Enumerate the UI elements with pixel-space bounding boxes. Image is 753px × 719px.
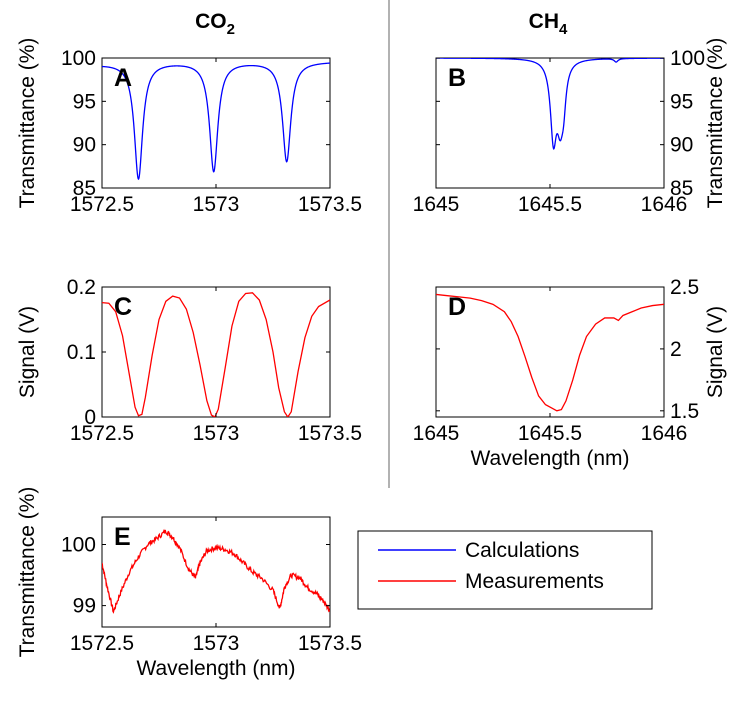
panel-letter: E: [114, 523, 131, 551]
panel-e-co2-measured-transmittance: 1572.5 1573 1573.5 99 100 Transmittance (%) Wa…: [16, 487, 362, 680]
y-tick-label: 100: [670, 47, 705, 70]
column-title-co2: CO2: [195, 10, 235, 38]
x-axis-label: Wavelength (nm): [136, 657, 295, 680]
panel-letter: B: [448, 64, 466, 92]
plot-frame: [101, 57, 331, 189]
series-line-0: [102, 62, 330, 181]
legend-box: [357, 530, 653, 610]
x-tick-label: 1645: [413, 422, 460, 445]
series-line-0: [436, 58, 664, 150]
y-tick-label: 0.1: [67, 341, 96, 364]
plot-frame: [435, 286, 665, 418]
x-tick-label: 1645.5: [518, 193, 582, 216]
series-line-0: [102, 292, 330, 417]
x-tick-label: 1645: [413, 193, 460, 216]
x-tick-label: 1572.5: [70, 422, 134, 445]
y-axis-label: Transmittance (%): [16, 38, 39, 209]
x-tick-label: 1572.5: [70, 193, 134, 216]
y-tick-label: 0: [84, 406, 96, 429]
y-tick-label: 0.2: [67, 276, 96, 299]
legend-label-calculations: Calculations: [465, 539, 579, 562]
panel-letter: C: [114, 293, 132, 321]
panel-letter: A: [114, 64, 132, 92]
y-axis-label: Signal (V): [16, 306, 39, 398]
x-tick-label: 1573.5: [298, 193, 362, 216]
column-title-ch4: CH4: [529, 10, 568, 38]
y-tick-label: 90: [670, 134, 693, 157]
y-tick-label: 85: [73, 177, 96, 200]
x-tick-label: 1645.5: [518, 422, 582, 445]
x-tick-label: 1573: [193, 422, 240, 445]
series-line-0: [436, 293, 664, 412]
y-axis-label: Transmittance (%): [16, 487, 39, 658]
y-tick-label: 85: [670, 177, 693, 200]
x-tick-label: 1572.5: [70, 632, 134, 655]
y-tick-label: 90: [73, 134, 96, 157]
plot-frame: [101, 516, 331, 628]
x-tick-label: 1573: [193, 193, 240, 216]
legend-label-measurements: Measurements: [465, 570, 604, 593]
y-tick-label: 100: [61, 534, 96, 557]
legend: Calculations Measurements: [357, 530, 653, 610]
y-tick-label: 1.5: [670, 400, 699, 423]
x-tick-label: 1573.5: [298, 422, 362, 445]
plot-frame: [101, 286, 331, 418]
y-tick-label: 99: [73, 595, 96, 618]
y-axis-label: Transmittance (%): [704, 38, 727, 209]
y-tick-label: 95: [73, 90, 96, 113]
x-tick-label: 1646: [641, 422, 688, 445]
x-tick-label: 1573: [193, 632, 240, 655]
x-tick-label: 1573.5: [298, 632, 362, 655]
y-tick-label: 95: [670, 90, 693, 113]
x-tick-label: 1646: [641, 193, 688, 216]
plot-frame: [435, 57, 665, 189]
series-line-0: [102, 528, 330, 614]
x-axis-label: Wavelength (nm): [470, 447, 629, 470]
y-tick-label: 100: [61, 47, 96, 70]
panel-letter: D: [448, 293, 466, 321]
panel-a-co2-transmittance: 1572.5 1573 1573.5 85 90 95 100 Transmittance (…: [16, 38, 362, 216]
y-tick-label: 2: [670, 338, 682, 361]
panel-c-co2-signal: 1572.5 1573 1573.5 0 0.1 0.2 Signal (V) C: [16, 276, 362, 445]
y-tick-label: 2.5: [670, 276, 699, 299]
y-axis-label: Signal (V): [704, 306, 727, 398]
